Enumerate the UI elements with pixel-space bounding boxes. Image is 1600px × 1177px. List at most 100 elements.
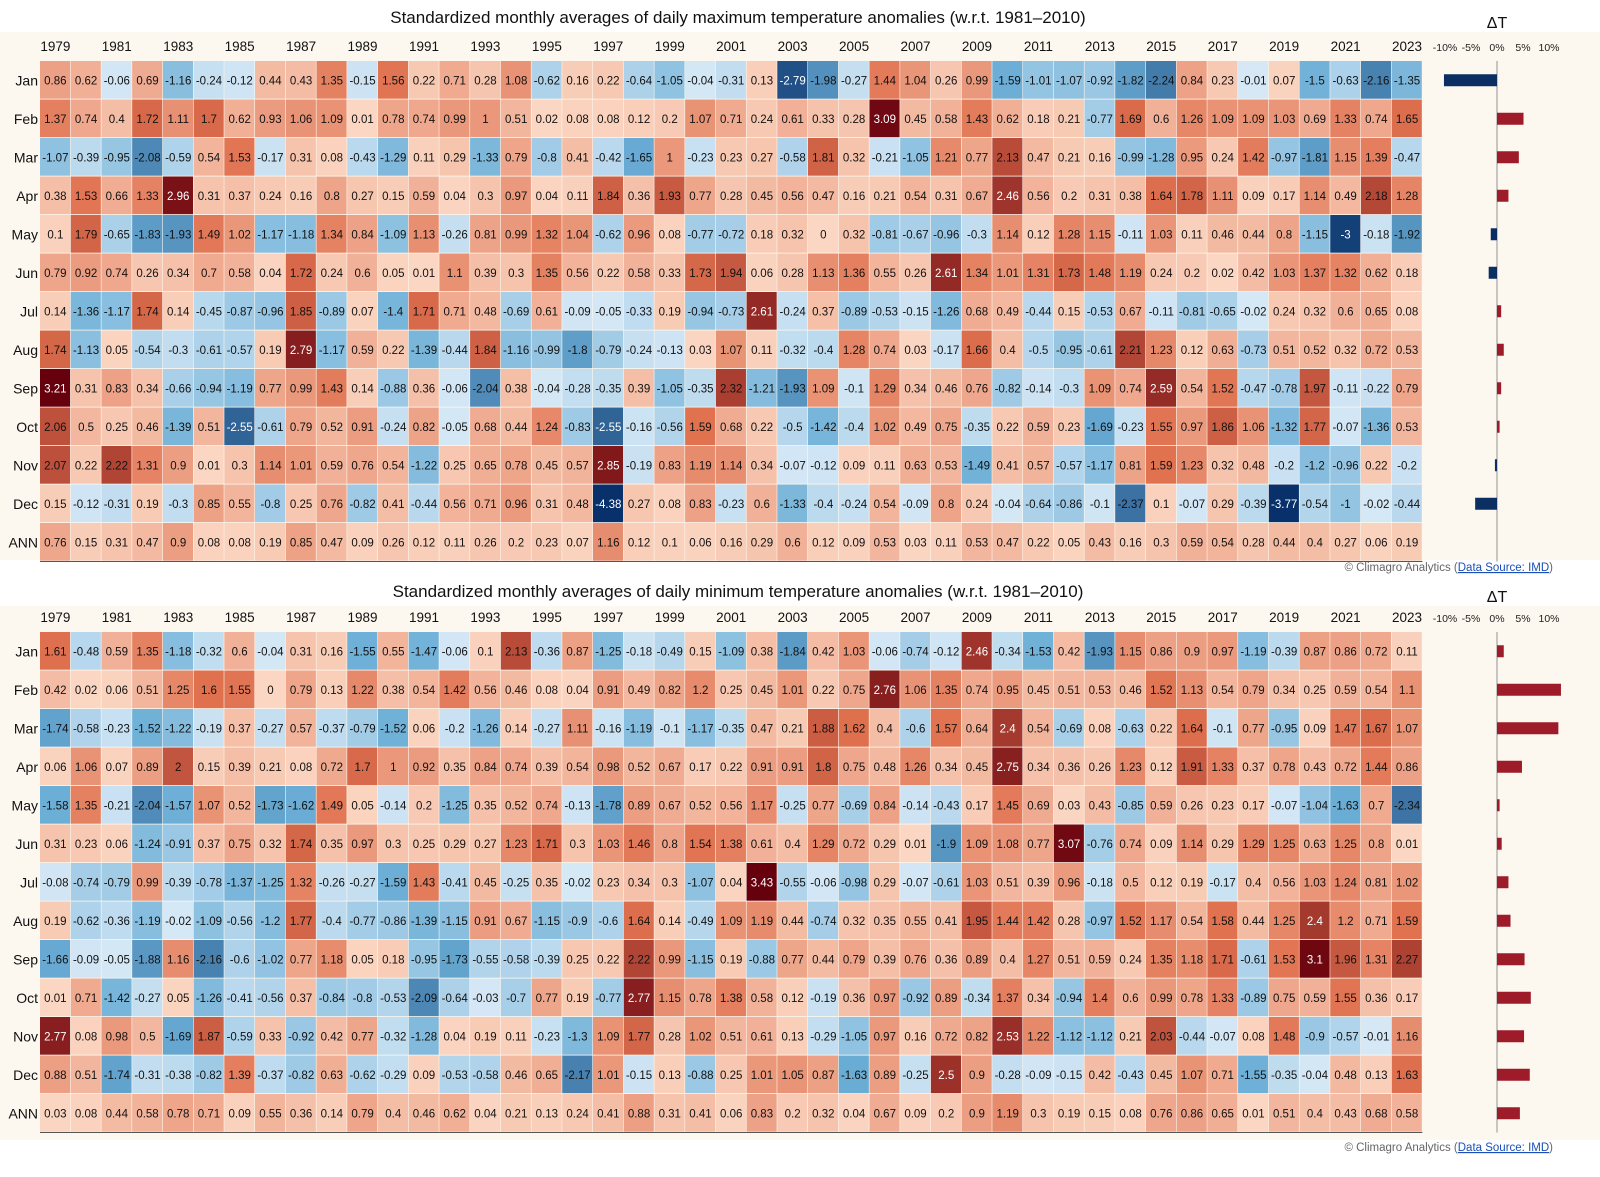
heatmap-cell [40, 940, 71, 978]
heatmap-cell [255, 215, 286, 253]
cell-value-label: 0.86 [1150, 646, 1172, 658]
cell-value-label: 0.46 [505, 1070, 527, 1082]
cell-value-label: -0.23 [687, 152, 713, 164]
heatmap-cell [961, 99, 992, 138]
cell-value-label: -0.11 [1333, 383, 1358, 395]
heatmap-cell [101, 292, 132, 330]
heatmap-cell [654, 901, 685, 940]
cell-value-label: -0.41 [442, 877, 468, 889]
heatmap-cell [1023, 901, 1054, 940]
cell-value-label: 1.7 [355, 762, 371, 774]
heatmap-cell [132, 863, 163, 901]
heatmap-cell [1268, 940, 1299, 978]
heatmap-cell [285, 824, 316, 863]
heatmap-cell [500, 1094, 531, 1132]
cell-value-label: 0.62 [228, 114, 250, 126]
cell-value-label: 0.84 [874, 800, 897, 812]
heatmap-cell [930, 292, 961, 330]
cell-value-label: -2.16 [1363, 75, 1389, 87]
x-tick-label: 1989 [348, 39, 378, 54]
heatmap-cell [316, 292, 347, 330]
cell-value-label: 0.29 [444, 152, 466, 164]
cell-value-label: 1.35 [536, 268, 558, 280]
cell-value-label: 0.18 [382, 954, 404, 966]
cell-value-label: 0.29 [874, 839, 896, 851]
cell-value-label: 1.1 [1399, 685, 1415, 697]
heatmap-cell [777, 709, 808, 747]
heatmap-cell [162, 632, 193, 670]
heatmap-cell [500, 824, 531, 863]
heatmap-cell [1268, 523, 1299, 561]
data-source-link[interactable]: Data Source: IMD [1458, 562, 1549, 574]
cell-value-label: 0.68 [720, 422, 742, 434]
heatmap-cell [40, 407, 71, 446]
heatmap-cell [40, 446, 71, 484]
cell-value-label: 0.58 [628, 268, 650, 280]
cell-value-label: -0.17 [933, 345, 959, 357]
heatmap-cell [1176, 901, 1207, 940]
heatmap-cell [316, 446, 347, 484]
heatmap-cell [439, 138, 470, 176]
heatmap-cell [715, 1055, 746, 1094]
cell-value-label: -0.85 [1117, 800, 1143, 812]
heatmap-cell [808, 330, 839, 369]
heatmap-cell [347, 176, 378, 215]
cell-value-label: -1.59 [380, 877, 406, 889]
cell-value-label: 2.79 [290, 345, 312, 357]
cell-value-label: -1.49 [964, 460, 990, 472]
cell-value-label: -0.15 [626, 1070, 652, 1082]
cell-value-label: 0.13 [1365, 1070, 1387, 1082]
cell-value-label: -0.13 [657, 345, 683, 357]
cell-value-label: -1.92 [1394, 229, 1420, 241]
cell-value-label: -0.74 [73, 877, 100, 889]
cell-value-label: 0.37 [228, 723, 250, 735]
cell-value-label: 0.12 [1150, 877, 1172, 889]
cell-value-label: -0.37 [257, 1070, 283, 1082]
heatmap-cell [777, 253, 808, 292]
data-source-link[interactable]: Data Source: IMD [1458, 1142, 1549, 1154]
heatmap-cell [500, 330, 531, 369]
cell-value-label: 0.34 [167, 268, 190, 280]
heatmap-cell [654, 824, 685, 863]
cell-value-label: 1.35 [75, 800, 97, 812]
heatmap-cell [1207, 176, 1238, 215]
cell-value-label: 1.52 [1150, 685, 1172, 697]
heatmap-cell [40, 670, 71, 709]
heatmap-cell [439, 1017, 470, 1055]
cell-value-label: 0.34 [628, 877, 651, 889]
cell-value-label: -1.12 [1087, 1031, 1113, 1043]
cell-value-label: -0.82 [995, 383, 1021, 395]
heatmap-cell [808, 863, 839, 901]
cell-value-label: 0.51 [1058, 954, 1080, 966]
cell-value-label: 0.27 [751, 152, 773, 164]
heatmap-cell [347, 786, 378, 824]
cell-value-label: 0.82 [413, 422, 435, 434]
heatmap-cell [777, 369, 808, 407]
heatmap-cell [40, 709, 71, 747]
heatmap-cell [685, 253, 716, 292]
delta-bar [1497, 343, 1504, 356]
cell-value-label: 0.34 [904, 383, 927, 395]
cell-value-label: -0.81 [1179, 306, 1205, 318]
cell-value-label: 0.37 [198, 839, 220, 851]
cell-value-label: 0.22 [1150, 723, 1172, 735]
heatmap-cell [838, 61, 869, 99]
heatmap-cell [255, 901, 286, 940]
heatmap-cell [101, 978, 132, 1017]
cell-value-label: 0.54 [566, 762, 589, 774]
heatmap-cell [439, 484, 470, 523]
cell-value-label: -1.42 [810, 422, 836, 434]
heatmap-cell [592, 484, 624, 523]
cell-value-label: 0.86 [1181, 1108, 1203, 1120]
cell-value-label: -2.04 [134, 800, 161, 812]
heatmap-cell [1084, 747, 1115, 786]
cell-value-label: 0.4 [1245, 877, 1262, 889]
heatmap-cell [623, 484, 654, 523]
heatmap-cell [224, 978, 255, 1017]
heatmap-cell [808, 1094, 839, 1132]
cell-value-label: 0.62 [444, 1108, 466, 1120]
heatmap-cell [623, 786, 654, 824]
cell-value-label: -0.25 [503, 877, 529, 889]
heatmap-cell [777, 292, 808, 330]
cell-value-label: -0.61 [1087, 345, 1113, 357]
